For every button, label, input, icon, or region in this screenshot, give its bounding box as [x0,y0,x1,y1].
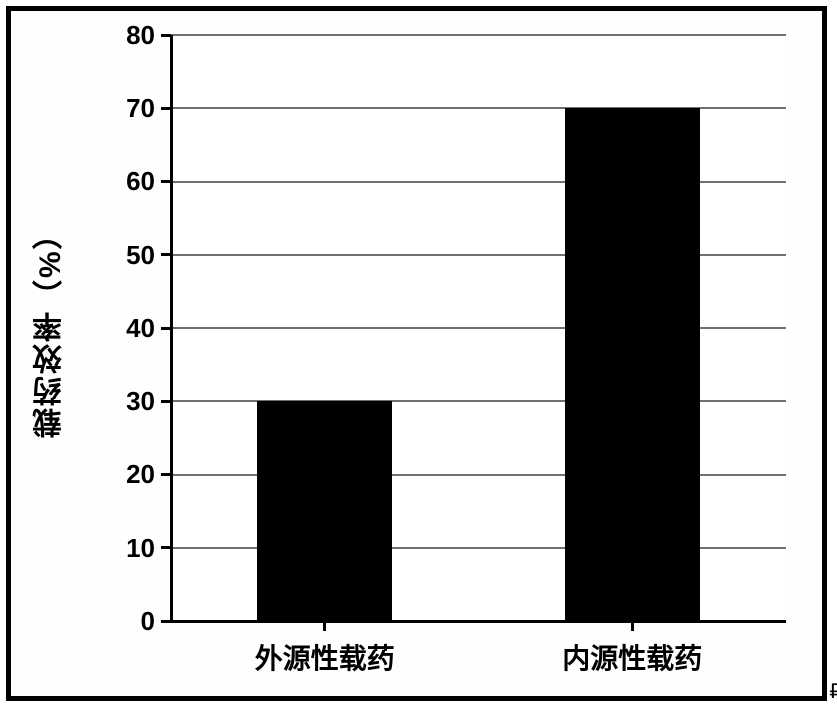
y-tick-label: 20 [95,459,155,490]
x-category-label: 外源性载药 [171,637,479,677]
y-tick-label: 70 [95,93,155,124]
corner-glyph: ₽ [829,679,837,704]
x-tick [631,621,634,631]
x-category-label: 内源性载药 [479,637,787,677]
y-axis [170,35,173,621]
y-tick-label: 30 [95,386,155,417]
y-tick-label: 0 [95,606,155,637]
x-tick [323,621,326,631]
x-axis [171,620,786,623]
gridline [171,34,786,36]
bar [257,401,392,621]
y-axis-title: 载药效率（%） [29,140,69,515]
y-tick-label: 10 [95,533,155,564]
bar [565,108,700,621]
y-tick-label: 80 [95,20,155,51]
y-tick-label: 60 [95,166,155,197]
chart-outer-frame: 载药效率（%） ₽ 01020304050607080外源性载药内源性载药 [6,6,827,701]
y-tick-label: 40 [95,313,155,344]
y-tick-label: 50 [95,240,155,271]
